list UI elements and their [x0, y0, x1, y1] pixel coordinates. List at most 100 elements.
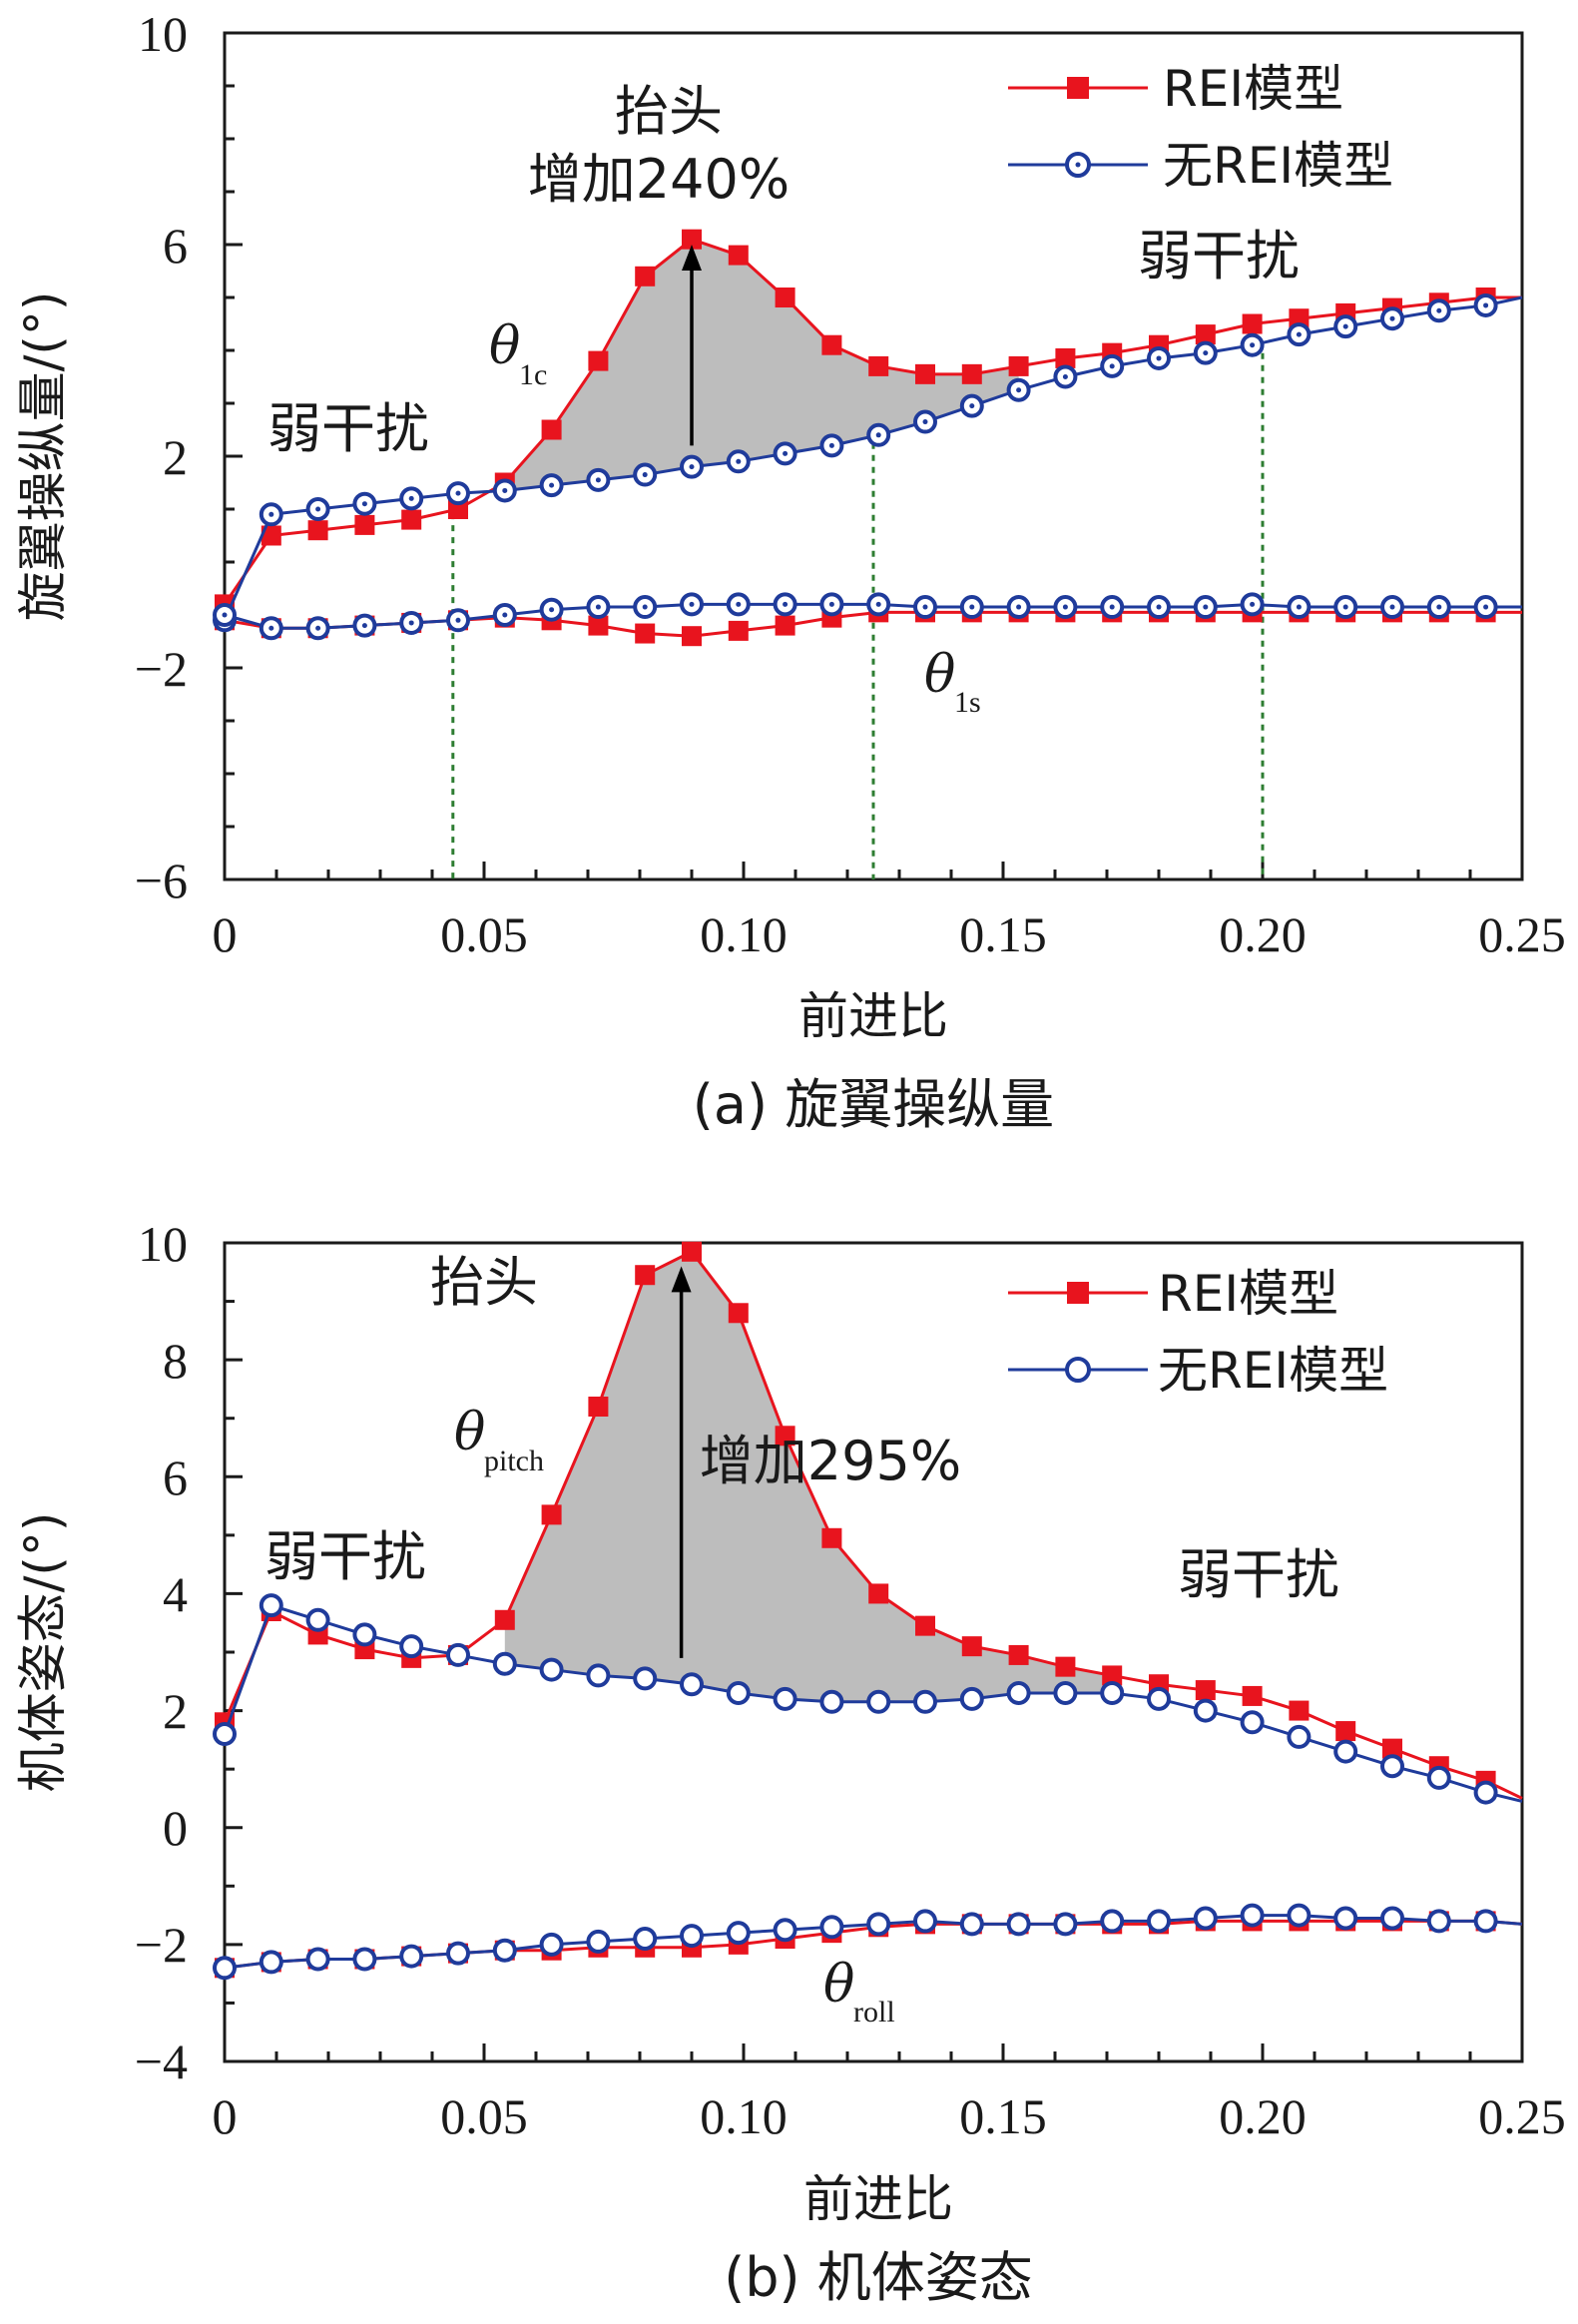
data-point — [773, 1918, 797, 1943]
legend-marker-rei — [1067, 1282, 1089, 1304]
data-point-dot — [736, 458, 742, 464]
data-point-dot — [361, 501, 367, 507]
annotation-increase: 增加295% — [700, 1430, 961, 1492]
data-point-dot — [1203, 604, 1209, 610]
data-point — [819, 1915, 844, 1940]
label-theta-1s: θ 1s — [924, 645, 981, 719]
data-point — [1193, 1698, 1218, 1723]
data-point-dot — [1250, 601, 1256, 607]
data-point — [1382, 1738, 1402, 1759]
data-point — [1006, 1681, 1031, 1705]
y-tick-label: −2 — [135, 641, 188, 697]
data-point-dot — [1016, 387, 1022, 393]
data-point — [1426, 1765, 1451, 1790]
theta-subscript: 1c — [519, 358, 547, 391]
data-point-dot — [315, 506, 321, 512]
data-point-dot — [408, 620, 414, 626]
data-point-dot — [549, 482, 555, 488]
data-point-dot — [1156, 604, 1162, 610]
data-point-dot — [828, 601, 834, 607]
data-point-dot — [1483, 604, 1489, 610]
annotation-weak-right: 弱干扰 — [1138, 225, 1300, 288]
y-tick-label: 6 — [163, 218, 188, 274]
data-point — [915, 1615, 935, 1636]
data-point — [213, 1722, 237, 1746]
legend-label-no-rei: 无REI模型 — [1163, 137, 1393, 195]
data-point-dot — [1483, 302, 1489, 308]
annotation-weak-right: 弱干扰 — [1178, 1543, 1339, 1606]
x-tick-label: 0.15 — [959, 906, 1047, 962]
data-point — [1380, 1754, 1404, 1779]
data-point — [775, 1426, 795, 1447]
data-point — [1193, 1906, 1218, 1931]
data-point-dot — [502, 487, 508, 493]
shaded-region — [504, 239, 1019, 491]
data-point — [819, 1689, 844, 1714]
data-point — [728, 1303, 749, 1324]
data-point — [961, 1636, 982, 1657]
data-point-dot — [222, 612, 228, 618]
data-point — [961, 363, 982, 384]
data-point — [633, 1927, 658, 1951]
data-point-dot — [922, 419, 928, 425]
data-point — [492, 1938, 517, 1963]
y-tick-label: 2 — [163, 1683, 188, 1739]
data-point — [1006, 1912, 1031, 1937]
data-point — [307, 520, 328, 541]
data-point — [1100, 1909, 1125, 1934]
data-point — [586, 1929, 611, 1954]
data-point — [401, 509, 422, 530]
data-point-dot — [1062, 604, 1068, 610]
data-point — [588, 615, 609, 636]
x-tick-label: 0.20 — [1219, 906, 1307, 962]
data-point — [541, 419, 562, 440]
data-point-dot — [642, 604, 648, 610]
data-point — [588, 350, 609, 371]
data-point — [959, 1912, 984, 1937]
legend-marker-dot — [1075, 162, 1081, 168]
data-point — [1008, 355, 1029, 376]
data-point — [866, 1912, 891, 1937]
data-point — [1100, 1681, 1125, 1705]
data-point — [682, 626, 702, 647]
theta-symbol: θ — [924, 645, 955, 705]
data-point — [259, 1950, 283, 1975]
data-point — [539, 1932, 564, 1957]
data-point — [682, 1241, 702, 1262]
data-point-dot — [268, 511, 274, 517]
data-point — [1240, 1710, 1265, 1735]
axis-ticks — [223, 1241, 1524, 2063]
legend: REI模型 无REI模型 — [1008, 60, 1393, 195]
data-point-dot — [783, 450, 789, 456]
data-point-dot — [1342, 323, 1348, 329]
data-point-dot — [689, 464, 695, 470]
data-point — [1195, 324, 1216, 345]
data-point — [915, 363, 935, 384]
data-point-dot — [969, 403, 975, 409]
y-tick-label: 6 — [163, 1450, 188, 1505]
annotation-weak-left: 弱干扰 — [264, 1525, 426, 1588]
y-axis-label: 机体姿态/(°) — [14, 1512, 72, 1793]
data-point — [1380, 1906, 1404, 1931]
data-point — [305, 1947, 330, 1972]
data-point-dot — [783, 601, 789, 607]
data-point — [1147, 1909, 1171, 1934]
data-point-dot — [1062, 374, 1068, 379]
y-tick-label: 2 — [163, 429, 188, 485]
y-tick-label: 10 — [138, 6, 188, 62]
data-point — [446, 1941, 470, 1966]
legend-label-no-rei: 无REI模型 — [1158, 1342, 1388, 1400]
data-point — [821, 334, 842, 355]
panel-caption: (b) 机体姿态 — [724, 2246, 1033, 2309]
data-point — [354, 514, 375, 535]
series-no-rei — [213, 292, 1523, 641]
data-point — [492, 1651, 517, 1676]
theta-symbol: θ — [489, 316, 520, 376]
data-point — [868, 1583, 889, 1604]
data-point-dot — [315, 625, 321, 631]
x-tick-label: 0.10 — [700, 2088, 788, 2144]
data-point — [1287, 1903, 1312, 1928]
data-point-dot — [502, 612, 508, 618]
data-point — [352, 1622, 377, 1647]
legend: REI模型 无REI模型 — [1008, 1265, 1388, 1400]
